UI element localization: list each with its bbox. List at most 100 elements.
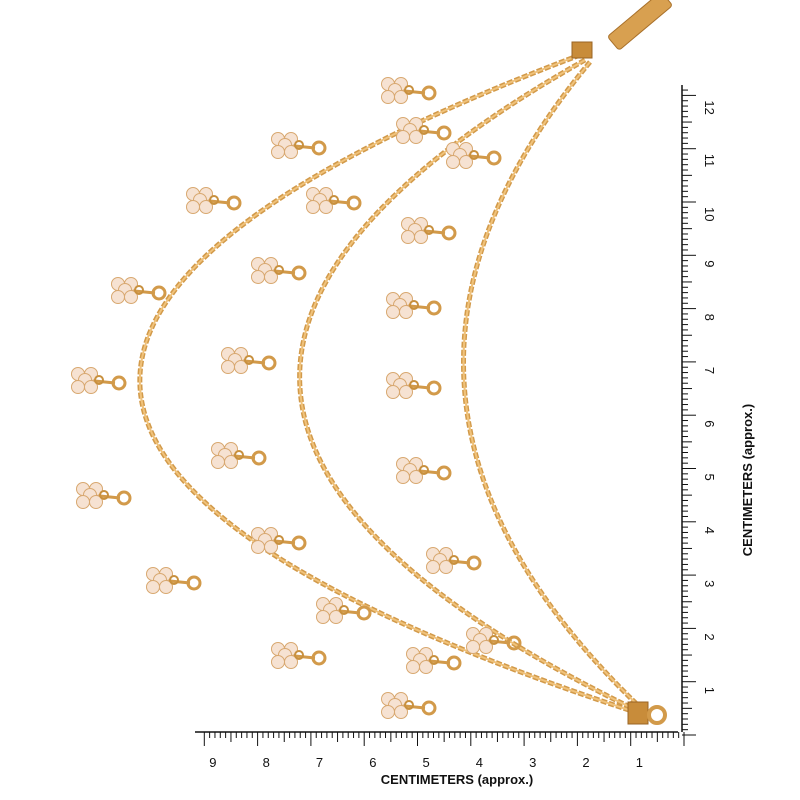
- ring: [186, 575, 202, 591]
- ring: [436, 465, 452, 481]
- clasp-cap: [571, 41, 593, 59]
- bead-cap: [424, 225, 434, 235]
- pearl: [426, 560, 440, 574]
- ruler-label: 8: [263, 755, 270, 770]
- ruler-label: 12: [702, 100, 717, 114]
- pearl: [271, 145, 285, 159]
- pearl-cluster: [386, 372, 442, 399]
- pearl: [271, 655, 285, 669]
- ruler-label: 6: [702, 420, 717, 427]
- pearl: [459, 155, 473, 169]
- pearl: [284, 655, 298, 669]
- pearl-cluster: [251, 257, 307, 284]
- ruler-y-title: CENTIMETERS (approx.): [740, 404, 755, 556]
- ring: [291, 265, 307, 281]
- inner-chain-shine: [462, 61, 646, 713]
- pearl: [251, 270, 265, 284]
- ring: [226, 195, 242, 211]
- ring: [111, 375, 127, 391]
- pearl: [446, 155, 460, 169]
- ruler-label: 9: [209, 755, 216, 770]
- necklace: [71, 0, 672, 725]
- bead-cap: [449, 555, 459, 565]
- ring: [446, 655, 462, 671]
- pearl-cluster: [381, 77, 437, 104]
- pearl: [386, 305, 400, 319]
- inner-chain: [461, 60, 647, 714]
- pearl-cluster: [306, 187, 362, 214]
- ring: [426, 300, 442, 316]
- pearl: [71, 380, 85, 394]
- bead-cap: [234, 450, 244, 460]
- pearl-cluster: [426, 547, 482, 574]
- bead-cap: [404, 700, 414, 710]
- pearl: [396, 470, 410, 484]
- ring: [466, 555, 482, 571]
- bead-cap: [409, 300, 419, 310]
- pearl-cluster: [221, 347, 277, 374]
- clasp: [608, 0, 672, 50]
- pearl: [211, 455, 225, 469]
- end-cap: [627, 701, 649, 725]
- pearl: [396, 130, 410, 144]
- pearl: [394, 90, 408, 104]
- ruler-label: 5: [423, 755, 430, 770]
- bead-cap: [419, 125, 429, 135]
- pearl: [399, 305, 413, 319]
- pearl: [409, 130, 423, 144]
- pearl: [439, 560, 453, 574]
- pearl: [224, 455, 238, 469]
- ring: [261, 355, 277, 371]
- bead-cap: [329, 195, 339, 205]
- ruler-x: CENTIMETERS (approx.) 9 8 7 6 5 4 3 2 1: [195, 731, 685, 787]
- middle-chain-shine: [298, 59, 641, 713]
- pearl-cluster: [146, 567, 202, 594]
- pearl-cluster: [396, 457, 452, 484]
- end-ring: [647, 705, 667, 725]
- bead-cap: [209, 195, 219, 205]
- ruler-x-title: CENTIMETERS (approx.): [381, 772, 533, 787]
- pearl: [146, 580, 160, 594]
- pearl-cluster: [316, 597, 372, 624]
- pearl: [251, 540, 265, 554]
- ring: [116, 490, 132, 506]
- pearl-cluster: [186, 187, 242, 214]
- pearl: [479, 640, 493, 654]
- ring: [426, 380, 442, 396]
- pearl: [409, 470, 423, 484]
- pearl: [221, 360, 235, 374]
- bead-cap: [419, 465, 429, 475]
- pearl-cluster: [401, 217, 457, 244]
- bead-cap: [274, 535, 284, 545]
- outer-chain-shine: [139, 54, 636, 713]
- ruler-label: 11: [702, 154, 717, 168]
- ring: [506, 635, 522, 651]
- pearl: [386, 385, 400, 399]
- ruler-label: 4: [702, 527, 717, 534]
- pearl: [319, 200, 333, 214]
- pearl: [84, 380, 98, 394]
- ring: [151, 285, 167, 301]
- ruler-label: 9: [702, 260, 717, 267]
- pearl: [381, 90, 395, 104]
- bead-cap: [429, 655, 439, 665]
- pearl-cluster: [211, 442, 267, 469]
- pearl-cluster: [76, 482, 132, 509]
- pearl: [399, 385, 413, 399]
- pearl-cluster: [71, 367, 127, 394]
- ring: [346, 195, 362, 211]
- bead-cap: [169, 575, 179, 585]
- ring: [486, 150, 502, 166]
- ring: [311, 650, 327, 666]
- bead-cap: [409, 380, 419, 390]
- pearl-cluster: [271, 642, 327, 669]
- ring: [291, 535, 307, 551]
- ruler-label: 1: [702, 687, 717, 694]
- outer-chain: [137, 52, 636, 715]
- bead-cap: [404, 85, 414, 95]
- bead-cap: [99, 490, 109, 500]
- ruler-label: 4: [476, 755, 483, 770]
- ruler-label: 7: [702, 367, 717, 374]
